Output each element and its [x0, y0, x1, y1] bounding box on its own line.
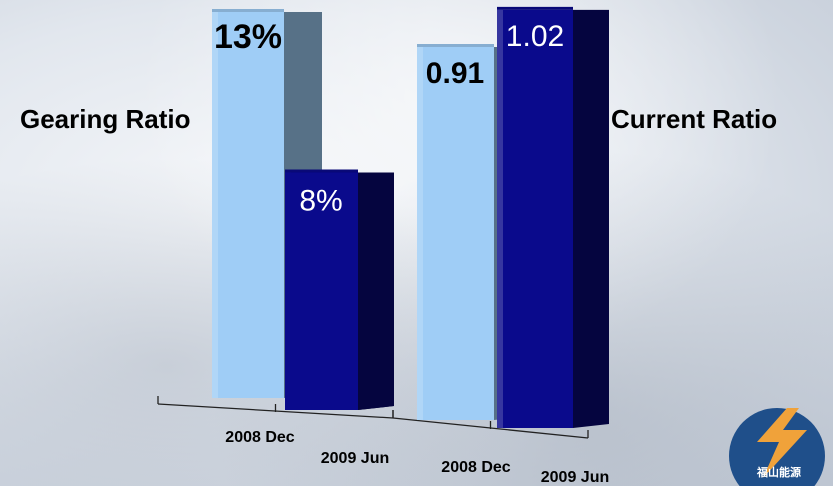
- data-label: 0.91: [426, 57, 484, 90]
- company-logo: 福山能源: [717, 396, 829, 486]
- gearing-ratio-label: Gearing Ratio: [20, 104, 191, 134]
- bar-top: [285, 169, 358, 173]
- bar-top: [417, 44, 494, 47]
- category-label: 2008 Dec: [441, 459, 510, 476]
- bar-highlight: [417, 47, 423, 420]
- category-label: 2009 Jun: [321, 450, 389, 467]
- bar-depth-face: [358, 172, 394, 410]
- bar-depth-face: [573, 9, 609, 429]
- bar-highlight: [497, 9, 503, 429]
- bar-top: [212, 9, 284, 12]
- bar-highlight: [212, 12, 218, 398]
- category-label: 2008 Dec: [225, 429, 294, 446]
- bar: [497, 9, 573, 429]
- bar: [417, 47, 494, 420]
- bar-top: [497, 6, 573, 10]
- bar: [285, 172, 358, 410]
- bar: [212, 12, 284, 398]
- data-label: 13%: [214, 18, 282, 56]
- current-ratio-label: Current Ratio: [611, 104, 778, 134]
- category-label: 2009 Jun: [541, 469, 609, 486]
- data-label: 8%: [299, 184, 342, 217]
- logo-text: 福山能源: [756, 465, 801, 479]
- data-label: 1.02: [506, 20, 564, 53]
